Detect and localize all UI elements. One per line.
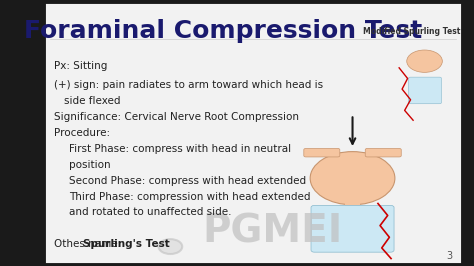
Text: side flexed: side flexed xyxy=(64,96,121,106)
Circle shape xyxy=(407,50,442,72)
Text: (+) sign: pain radiates to arm toward which head is: (+) sign: pain radiates to arm toward wh… xyxy=(54,80,323,90)
Text: First Phase: compress with head in neutral: First Phase: compress with head in neutr… xyxy=(69,144,291,154)
Text: 3: 3 xyxy=(446,251,452,261)
FancyBboxPatch shape xyxy=(346,192,360,213)
Circle shape xyxy=(158,239,182,254)
FancyBboxPatch shape xyxy=(46,3,461,263)
FancyBboxPatch shape xyxy=(365,148,401,157)
Text: Second Phase: compress with head extended: Second Phase: compress with head extende… xyxy=(69,176,306,186)
Text: Third Phase: compression with head extended: Third Phase: compression with head exten… xyxy=(69,192,310,202)
FancyBboxPatch shape xyxy=(311,205,394,252)
Text: Modified Spurling Test: Modified Spurling Test xyxy=(363,27,461,36)
Text: PGMEI: PGMEI xyxy=(202,212,342,250)
Text: position: position xyxy=(69,160,110,170)
Text: and rotated to unaffected side.: and rotated to unaffected side. xyxy=(69,207,231,218)
Text: Othes name:: Othes name: xyxy=(54,239,124,250)
FancyBboxPatch shape xyxy=(409,77,441,104)
Text: Procedure:: Procedure: xyxy=(54,128,110,138)
Circle shape xyxy=(310,152,395,205)
Text: Foraminal Compression Test: Foraminal Compression Test xyxy=(24,19,422,43)
Text: Spurling's Test: Spurling's Test xyxy=(83,239,170,250)
Text: Significance: Cervical Nerve Root Compression: Significance: Cervical Nerve Root Compre… xyxy=(54,112,299,122)
FancyBboxPatch shape xyxy=(304,148,340,157)
Text: Px: Sitting: Px: Sitting xyxy=(54,61,107,71)
